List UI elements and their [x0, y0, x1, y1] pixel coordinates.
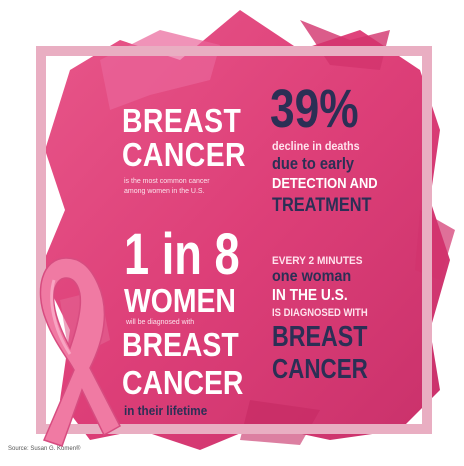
due-to-text: due to early [272, 154, 355, 173]
source-credit: Source: Susan G. Komen® [8, 446, 81, 452]
decline-text: decline in deaths [272, 139, 360, 153]
one-in-eight-stat: 1 in 8 [124, 222, 240, 287]
diagnosed-with-text: will be diagnosed with [126, 319, 195, 326]
lifetime-text: in their lifetime [124, 403, 208, 418]
in-us-text: IN THE U.S. [272, 287, 348, 304]
pink-frame [36, 46, 432, 434]
is-diagnosed-text: IS DIAGNOSED WITH [272, 307, 368, 319]
most-common-text-2: among women in the U.S. [124, 188, 205, 195]
every-two-minutes-text: EVERY 2 MINUTES [272, 255, 363, 267]
cancer-heading-2: CANCER [122, 364, 244, 401]
percent-stat: 39% [270, 79, 359, 139]
treatment-text: TREATMENT [272, 195, 372, 216]
detection-text: DETECTION AND [272, 175, 378, 192]
most-common-text-1: is the most common cancer [124, 178, 210, 185]
breast-heading-2: BREAST [122, 326, 239, 363]
breast-heading-1: BREAST [122, 102, 242, 139]
pink-awareness-ribbon-icon [39, 257, 121, 447]
one-woman-text: one woman [272, 268, 352, 285]
women-heading: WOMEN [124, 282, 236, 319]
cancer-heading-1: CANCER [122, 136, 246, 173]
cancer-heading-3: CANCER [272, 353, 368, 384]
breast-heading-3: BREAST [272, 321, 368, 353]
